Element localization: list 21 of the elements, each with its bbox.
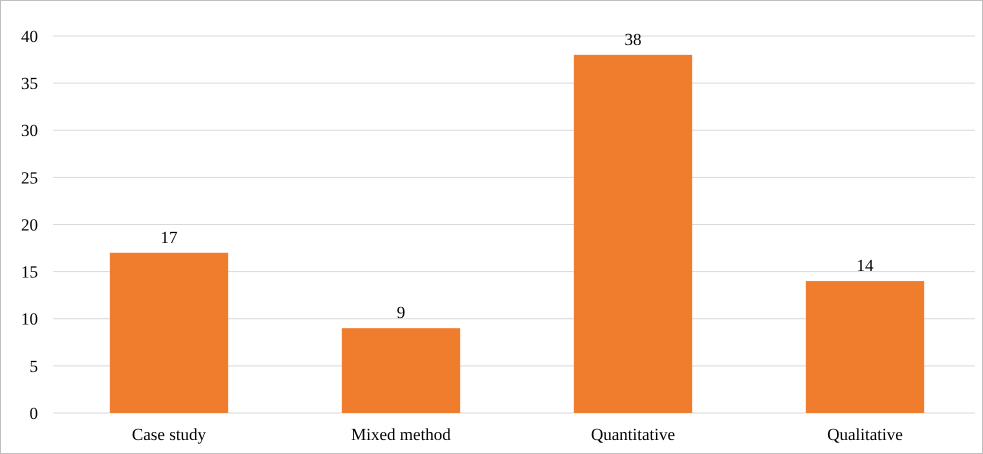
- bar: [342, 328, 460, 413]
- bar: [110, 252, 228, 413]
- y-tick-label: 20: [21, 215, 38, 234]
- data-label: 38: [624, 30, 642, 49]
- y-tick-label: 35: [21, 74, 38, 94]
- x-tick-label: Quantitative: [590, 425, 676, 444]
- data-label: 9: [396, 303, 406, 322]
- x-tick-label: Mixed method: [351, 425, 452, 444]
- y-tick-label: 10: [21, 310, 38, 329]
- x-tick-label: Qualitative: [827, 425, 903, 444]
- x-tick-label: Case study: [132, 425, 207, 444]
- y-tick-label: 15: [21, 262, 38, 282]
- bar: [806, 281, 924, 413]
- y-tick-label: 25: [21, 168, 38, 188]
- y-tick-label: 30: [21, 121, 38, 140]
- y-tick-label: 0: [30, 404, 38, 423]
- y-tick-label: 5: [30, 356, 38, 376]
- data-label: 14: [856, 256, 874, 276]
- bar: [574, 54, 692, 413]
- y-tick-label: 40: [21, 26, 38, 46]
- data-label: 17: [160, 228, 178, 247]
